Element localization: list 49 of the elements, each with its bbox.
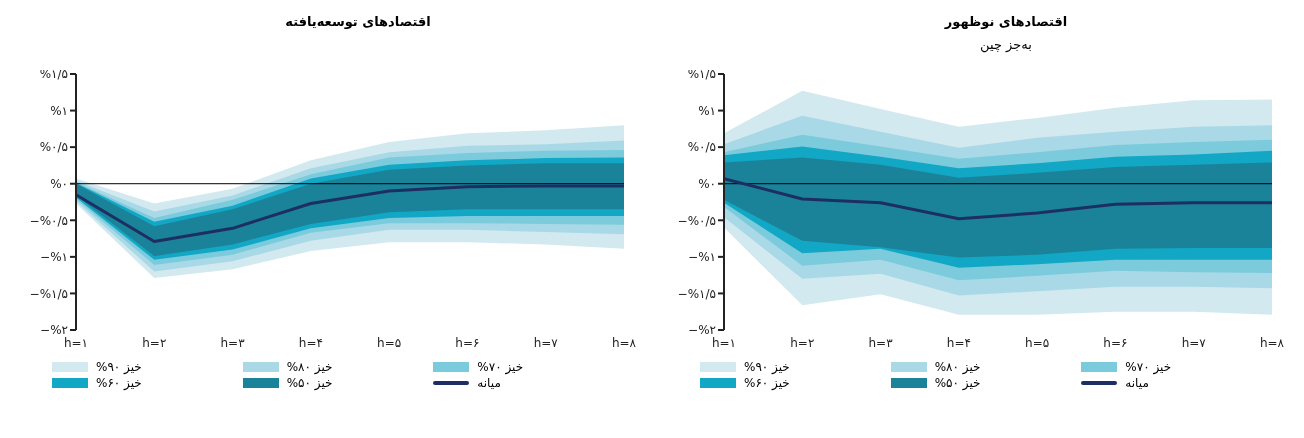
y-tick-label: %۰/۵	[39, 140, 68, 155]
x-tick-label: h=۲	[790, 335, 815, 350]
x-tick-label: h=۵	[377, 335, 402, 350]
legend-label: خیز ۶۰%	[96, 376, 142, 390]
legend-label: خیز ۸۰%	[934, 360, 981, 374]
y-tick-label: −%۰/۵	[29, 213, 68, 228]
x-tick-label: h=۶	[1103, 335, 1128, 350]
y-tick-label: %۱	[50, 103, 68, 118]
legend-label: میانه	[1125, 376, 1149, 390]
legend-label: خیز ۹۰%	[744, 360, 790, 374]
x-tick-label: h=۷	[1181, 335, 1207, 350]
y-tick-label: −%۲	[40, 323, 68, 338]
y-tick-label: −%۱	[688, 250, 716, 265]
y-tick-label: %۰	[50, 176, 68, 191]
y-tick-label: −%۱/۵	[677, 286, 716, 301]
y-tick-label: −%۱	[40, 250, 68, 265]
legend-label: خیز ۷۰%	[1125, 360, 1172, 374]
y-tick-label: −%۱/۵	[29, 286, 68, 301]
line-series	[724, 177, 1272, 221]
legend-label: خیز ۵۰%	[934, 376, 981, 390]
legend-label: خیز ۹۰%	[96, 360, 142, 374]
legend-label: میانه	[477, 376, 501, 390]
y-tick-label: −%۰/۵	[677, 213, 716, 228]
y-tick-label: %۰	[698, 176, 716, 191]
x-tick-label: h=۶	[455, 335, 480, 350]
legend-label: خیز ۷۰%	[477, 360, 524, 374]
chart-subtitle: به‌جز چین	[979, 37, 1033, 52]
x-tick-label: h=۸	[1259, 335, 1285, 350]
line-series	[76, 184, 624, 243]
x-tick-label: h=۴	[298, 335, 323, 350]
x-tick-label: h=۷	[533, 335, 559, 350]
y-tick-label: %۱/۵	[39, 67, 68, 82]
legend-label: خیز ۶۰%	[744, 376, 790, 390]
y-tick-label: %۰/۵	[687, 140, 716, 155]
legend-label: خیز ۵۰%	[286, 376, 333, 390]
y-tick-label: %۱	[698, 103, 716, 118]
x-tick-label: h=۱	[711, 335, 737, 350]
x-tick-label: h=۱	[63, 335, 89, 350]
x-tick-label: h=۳	[868, 335, 894, 350]
x-tick-label: h=۳	[220, 335, 246, 350]
chart-title: اقتصادهای توسعه‌یافته	[284, 13, 432, 29]
x-tick-label: h=۸	[611, 335, 637, 350]
y-tick-label: %۱/۵	[687, 67, 716, 82]
legend-label: خیز ۸۰%	[286, 360, 333, 374]
y-tick-label: −%۲	[688, 323, 716, 338]
x-tick-label: h=۵	[1025, 335, 1050, 350]
x-tick-label: h=۴	[946, 335, 971, 350]
x-tick-label: h=۲	[142, 335, 167, 350]
chart-title: اقتصادهای نوظهور	[943, 13, 1069, 29]
